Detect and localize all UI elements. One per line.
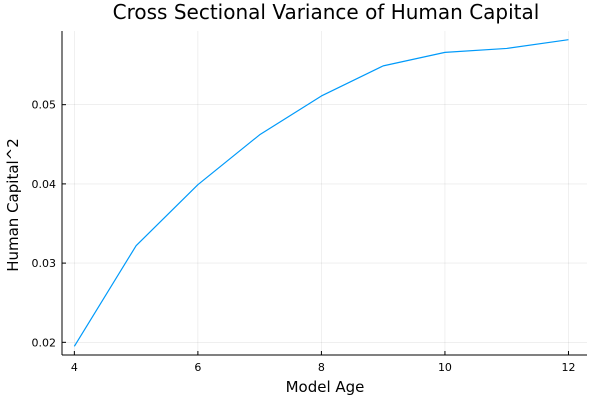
y-tick-label: 0.03 [32, 257, 57, 270]
axes [61, 31, 587, 356]
x-tick-label: 12 [561, 361, 575, 374]
y-tick-label: 0.04 [32, 178, 57, 191]
x-tick-label: 4 [71, 361, 78, 374]
y-axis-label: Human Capital^2 [4, 138, 22, 272]
x-tick-label: 10 [438, 361, 452, 374]
ticks: 4 6 8 10 12 0.02 0.03 0.04 0.05 [32, 99, 576, 374]
series [73, 39, 569, 347]
series-line [73, 39, 569, 347]
x-axis-label: Model Age [286, 378, 365, 396]
x-tick-label: 8 [318, 361, 325, 374]
chart-title: Cross Sectional Variance of Human Capita… [113, 0, 540, 24]
grid [62, 31, 587, 355]
x-tick-label: 6 [194, 361, 201, 374]
y-tick-label: 0.05 [32, 99, 57, 112]
y-tick-label: 0.02 [32, 336, 57, 349]
